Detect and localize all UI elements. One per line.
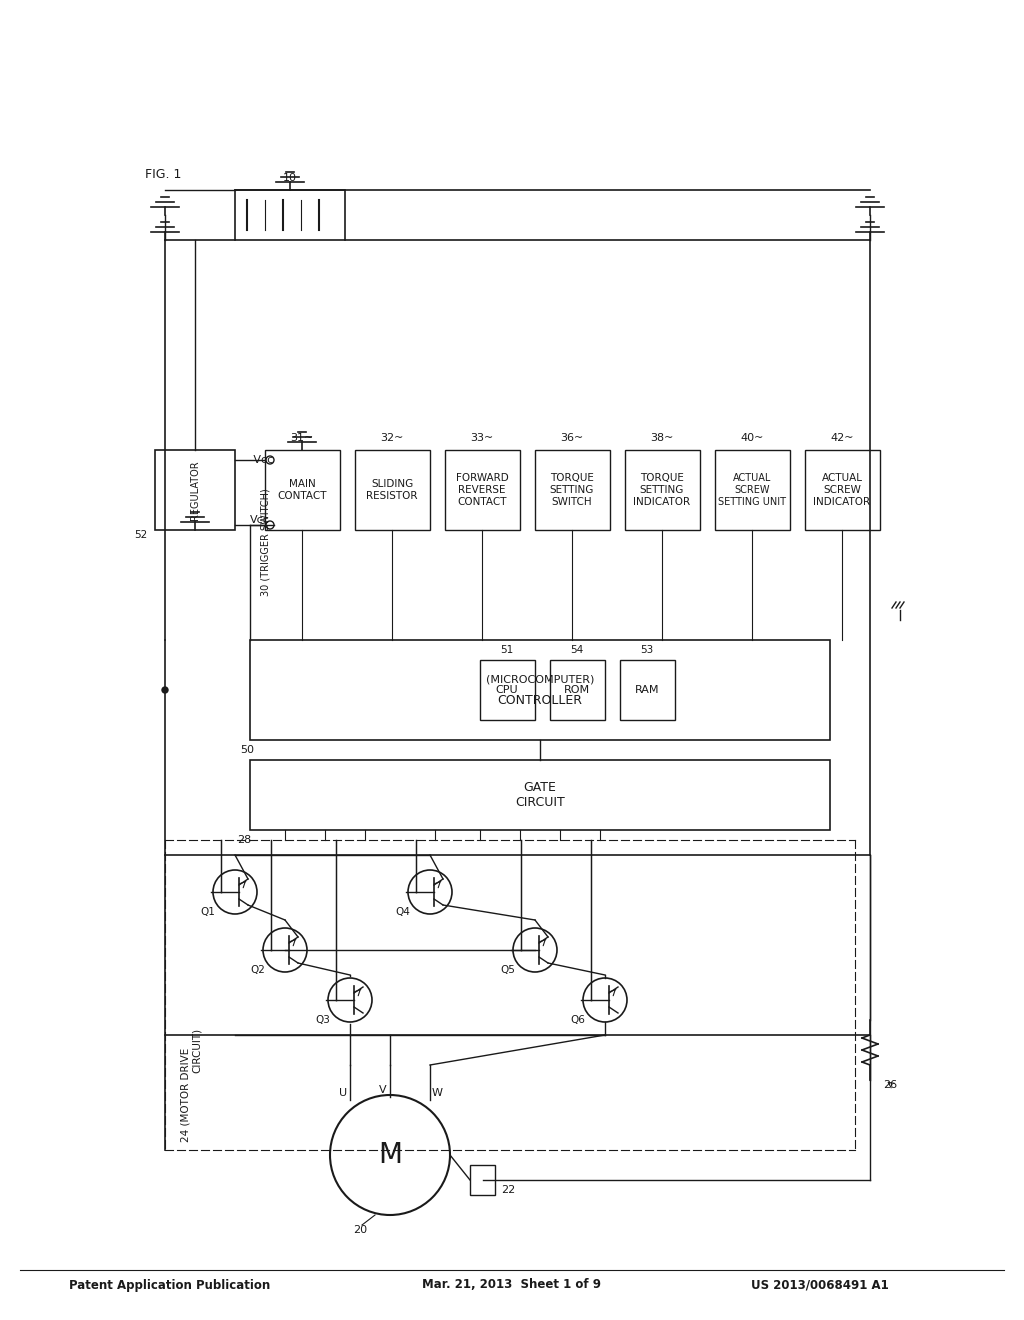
Text: 54: 54 <box>570 645 584 655</box>
Bar <box>535 450 610 531</box>
Bar <box>265 450 340 531</box>
Text: Q5: Q5 <box>500 965 515 975</box>
Text: Patent Application Publication: Patent Application Publication <box>70 1279 270 1291</box>
Text: GATE
CIRCUIT: GATE CIRCUIT <box>515 781 565 809</box>
Text: 22: 22 <box>501 1185 515 1195</box>
Text: Q4: Q4 <box>395 907 410 917</box>
Text: -Vcc: -Vcc <box>250 455 273 465</box>
Bar <box>715 450 790 531</box>
Text: FORWARD
REVERSE
CONTACT: FORWARD REVERSE CONTACT <box>456 474 508 507</box>
Text: 51: 51 <box>501 645 514 655</box>
Text: W: W <box>431 1088 442 1098</box>
Text: 36~: 36~ <box>560 433 584 444</box>
Bar <box>625 450 700 531</box>
Text: 20: 20 <box>353 1225 367 1236</box>
Text: RAM: RAM <box>635 685 659 696</box>
Text: 33~: 33~ <box>470 433 494 444</box>
Text: 30 (TRIGGER SWITCH): 30 (TRIGGER SWITCH) <box>260 488 270 595</box>
Text: 26: 26 <box>883 1080 897 1090</box>
Text: Q1: Q1 <box>200 907 215 917</box>
Text: 31~: 31~ <box>291 433 313 444</box>
Bar <box>470 1166 495 1195</box>
Text: Q6: Q6 <box>570 1015 585 1026</box>
Bar <box>445 450 520 531</box>
Bar <box>234 190 345 240</box>
Text: U: U <box>339 1088 347 1098</box>
Text: 40~: 40~ <box>740 433 764 444</box>
Text: V: V <box>379 1085 387 1096</box>
Text: TORQUE
SETTING
INDICATOR: TORQUE SETTING INDICATOR <box>634 474 690 507</box>
Text: 38~: 38~ <box>650 433 674 444</box>
Text: 52: 52 <box>134 531 147 540</box>
Text: ROM: ROM <box>564 685 590 696</box>
Bar <box>250 640 830 741</box>
Text: REGULATOR: REGULATOR <box>190 461 200 520</box>
Text: 24 (MOTOR DRIVE: 24 (MOTOR DRIVE <box>180 1048 190 1142</box>
Text: US 2013/0068491 A1: US 2013/0068491 A1 <box>752 1279 889 1291</box>
Bar <box>250 760 830 830</box>
Text: 50: 50 <box>240 744 254 755</box>
Text: FIG. 1: FIG. 1 <box>145 169 181 181</box>
Text: Q3: Q3 <box>315 1015 330 1026</box>
Text: 32~: 32~ <box>380 433 403 444</box>
Bar <box>620 660 675 719</box>
Text: 28: 28 <box>237 836 251 845</box>
Text: CIRCUIT): CIRCUIT) <box>193 1027 202 1073</box>
Text: (MICROCOMPUTER): (MICROCOMPUTER) <box>485 675 594 685</box>
Text: M: M <box>378 1140 402 1170</box>
Text: CPU: CPU <box>496 685 518 696</box>
Bar <box>155 450 234 531</box>
Text: TORQUE
SETTING
SWITCH: TORQUE SETTING SWITCH <box>550 474 594 507</box>
Bar <box>480 660 535 719</box>
Text: 42~: 42~ <box>830 433 854 444</box>
Text: Vcc: Vcc <box>250 515 270 525</box>
Text: ACTUAL
SCREW
SETTING UNIT: ACTUAL SCREW SETTING UNIT <box>718 474 786 507</box>
Circle shape <box>162 686 168 693</box>
Bar <box>805 450 880 531</box>
Text: 10: 10 <box>283 173 297 183</box>
Text: 53: 53 <box>640 645 653 655</box>
Text: ACTUAL
SCREW
INDICATOR: ACTUAL SCREW INDICATOR <box>813 474 870 507</box>
Text: MAIN
CONTACT: MAIN CONTACT <box>278 479 327 500</box>
Text: CONTROLLER: CONTROLLER <box>498 693 583 706</box>
Bar <box>355 450 430 531</box>
Text: Mar. 21, 2013  Sheet 1 of 9: Mar. 21, 2013 Sheet 1 of 9 <box>423 1279 601 1291</box>
Text: SLIDING
RESISTOR: SLIDING RESISTOR <box>367 479 418 500</box>
Text: Q2: Q2 <box>250 965 265 975</box>
Bar <box>550 660 605 719</box>
